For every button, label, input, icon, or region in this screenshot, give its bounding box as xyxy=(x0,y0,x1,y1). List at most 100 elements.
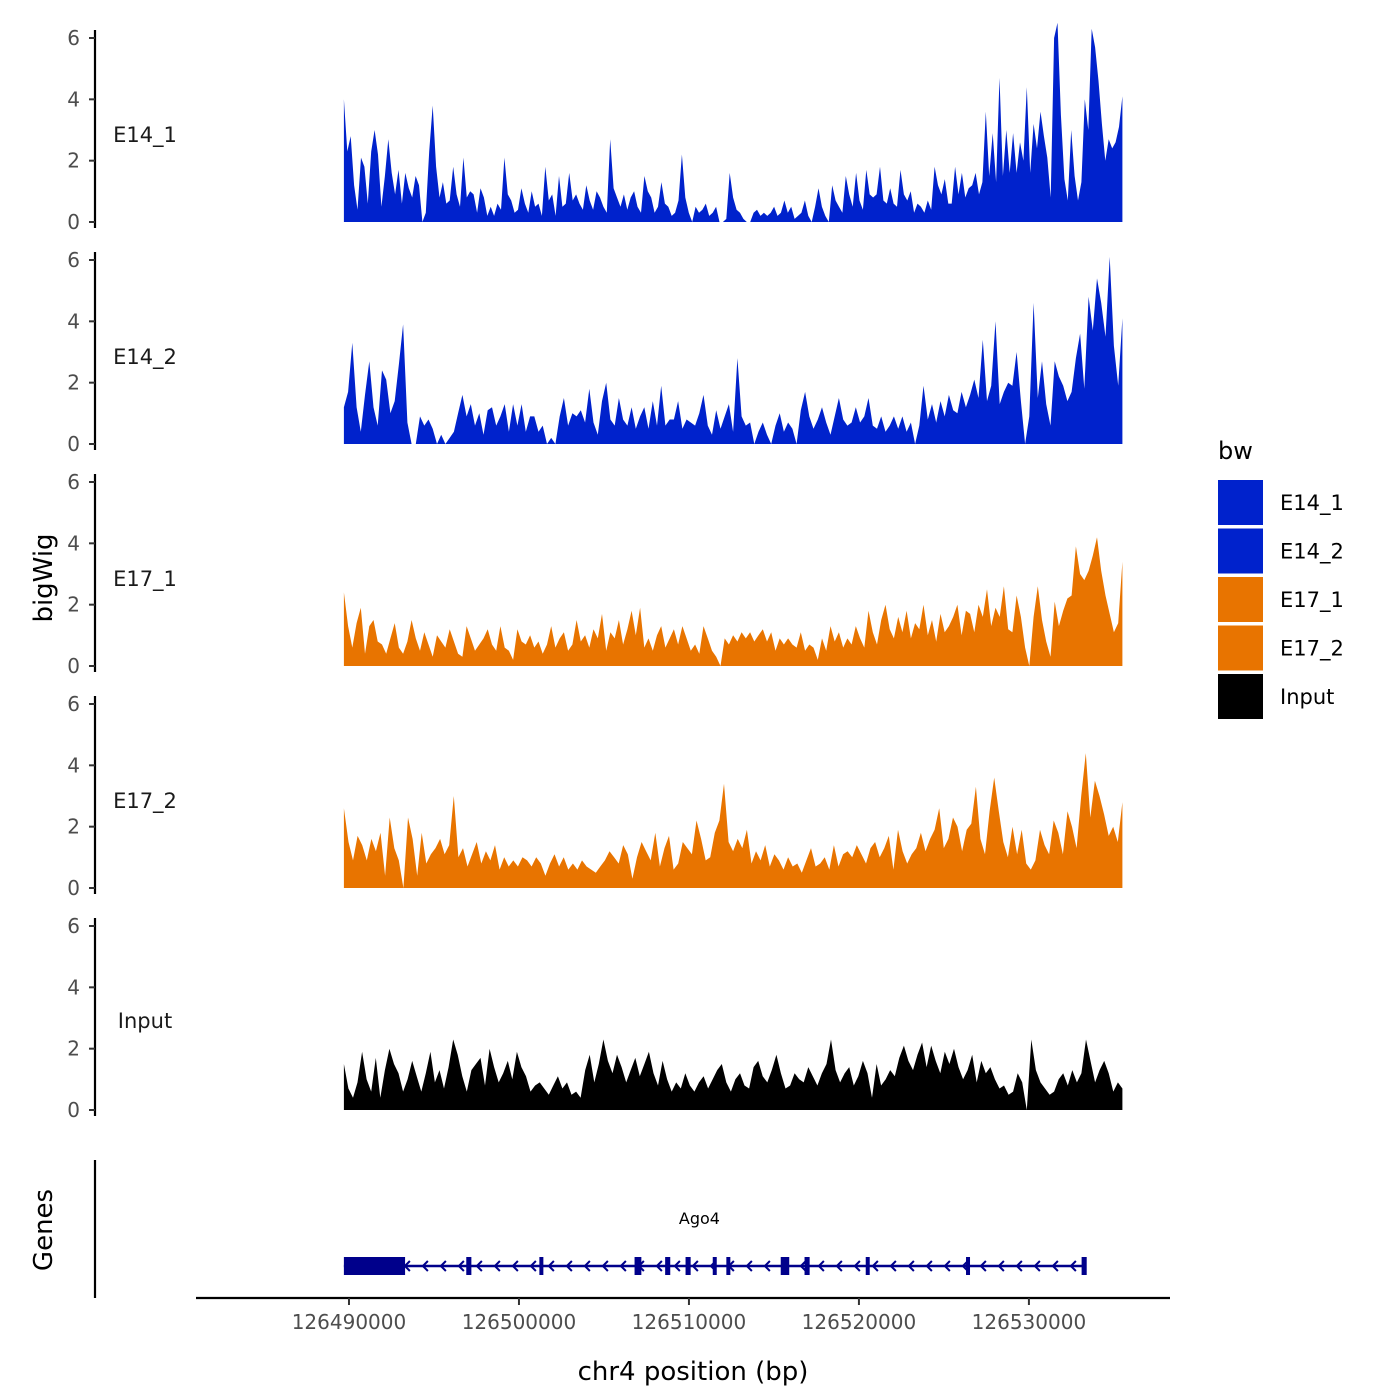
y-tick-label: 2 xyxy=(67,371,80,395)
x-tick-label: 126510000 xyxy=(632,1310,747,1334)
strand-arrow xyxy=(547,1260,555,1272)
y-tick-label: 2 xyxy=(67,593,80,617)
gene-exon xyxy=(343,1257,406,1275)
y-tick-label: 6 xyxy=(67,26,80,50)
strand-arrow xyxy=(925,1260,933,1272)
y-axis-title: bigWig xyxy=(29,533,59,622)
strand-arrow xyxy=(817,1260,825,1272)
strand-arrow xyxy=(943,1260,951,1272)
strand-arrow xyxy=(493,1260,501,1272)
x-tick-label: 126500000 xyxy=(462,1310,577,1334)
strand-arrow xyxy=(1033,1260,1041,1272)
y-tick-label: 0 xyxy=(67,876,80,900)
strand-arrow xyxy=(511,1260,519,1272)
y-tick-label: 6 xyxy=(67,692,80,716)
legend-swatch-E14_1 xyxy=(1218,480,1263,525)
y-tick-label: 6 xyxy=(67,248,80,272)
gene-exon xyxy=(685,1257,691,1275)
strand-arrow xyxy=(691,1260,699,1272)
legend-label-E17_1: E17_1 xyxy=(1280,588,1344,613)
y-tick-label: 2 xyxy=(67,815,80,839)
strand-arrow xyxy=(421,1260,429,1272)
strand-arrow xyxy=(673,1260,681,1272)
strand-arrow xyxy=(583,1260,591,1272)
y-tick-label: 4 xyxy=(67,753,80,777)
strand-arrow xyxy=(871,1260,879,1272)
gene-exon xyxy=(726,1257,731,1275)
legend-swatch-Input xyxy=(1218,674,1263,719)
legend-label-E17_2: E17_2 xyxy=(1280,637,1344,662)
x-axis: 126490000 126500000 126510000 126520000 1265… xyxy=(196,1296,1170,1334)
gene-track: Ago4 xyxy=(93,1160,1087,1298)
y-tick-label: 4 xyxy=(67,87,80,111)
strand-arrow xyxy=(1069,1260,1077,1272)
gene-exon xyxy=(780,1257,790,1275)
strand-arrow xyxy=(889,1260,897,1272)
track-label-E14_1: E14_1 xyxy=(113,123,177,148)
strand-arrow xyxy=(619,1260,627,1272)
strand-arrow xyxy=(853,1260,861,1272)
strand-arrow xyxy=(745,1260,753,1272)
strand-arrow xyxy=(565,1260,573,1272)
y-tick-label: 4 xyxy=(67,531,80,555)
y-tick-label: 6 xyxy=(67,470,80,494)
strand-arrow xyxy=(457,1260,465,1272)
strand-arrow xyxy=(475,1260,483,1272)
y-tick-label: 0 xyxy=(67,432,80,456)
legend-swatch-E17_2 xyxy=(1218,625,1263,671)
coverage-area-E14_1 xyxy=(343,22,1123,223)
track-label-E17_1: E17_1 xyxy=(113,567,177,592)
strand-arrow xyxy=(835,1260,843,1272)
x-tick-label: 126520000 xyxy=(802,1310,917,1334)
legend-swatch-E14_2 xyxy=(1218,528,1263,574)
strand-arrow xyxy=(1015,1260,1023,1272)
y-tick-label: 0 xyxy=(67,1098,80,1122)
strand-arrow xyxy=(655,1260,663,1272)
strand-arrow xyxy=(439,1260,447,1272)
strand-arrow xyxy=(979,1260,987,1272)
y-tick-label: 6 xyxy=(67,914,80,938)
y-tick-label: 4 xyxy=(67,975,80,999)
x-tick-label: 126490000 xyxy=(292,1310,407,1334)
x-tick-label: 126530000 xyxy=(972,1310,1087,1334)
strand-arrow xyxy=(529,1260,537,1272)
gene-exon xyxy=(634,1257,642,1275)
strand-arrow xyxy=(601,1260,609,1272)
strand-arrow xyxy=(907,1260,915,1272)
gene-exon xyxy=(865,1257,870,1275)
y-tick-label: 2 xyxy=(67,1037,80,1061)
y-tick-label: 4 xyxy=(67,309,80,333)
track-label-E14_2: E14_2 xyxy=(113,345,177,370)
gene-exon xyxy=(966,1257,971,1275)
gene-exon xyxy=(804,1257,810,1275)
legend-swatch-E17_1 xyxy=(1218,577,1263,622)
x-axis-title: chr4 position (bp) xyxy=(578,1357,809,1387)
y-tick-label: 0 xyxy=(67,210,80,234)
bigwig-tracks: 0 2 4 6 E14_1 0 2 4 6 E14_2 0 2 4 6 E17_1 0 2 4 6 E17_2 0 2 4 6… xyxy=(67,22,1123,1122)
strand-arrow xyxy=(997,1260,1005,1272)
legend: bw E14_1 E14_2 E17_1 E17_2 Input xyxy=(1218,437,1344,719)
strand-arrow xyxy=(763,1260,771,1272)
gene-exon xyxy=(1081,1257,1087,1275)
coverage-area-Input xyxy=(343,1039,1123,1110)
gene-exon xyxy=(712,1257,717,1275)
legend-title: bw xyxy=(1218,437,1253,465)
y-tick-label: 0 xyxy=(67,654,80,678)
track-label-E17_2: E17_2 xyxy=(113,789,177,814)
gene-exon xyxy=(466,1257,472,1275)
coverage-area-E17_2 xyxy=(343,753,1123,888)
strand-arrow xyxy=(799,1260,807,1272)
track-label-Input: Input xyxy=(118,1009,172,1033)
legend-label-Input: Input xyxy=(1280,685,1334,709)
legend-label-E14_1: E14_1 xyxy=(1280,491,1344,516)
y-tick-label: 2 xyxy=(67,149,80,173)
strand-arrow xyxy=(1051,1260,1059,1272)
genes-axis-title: Genes xyxy=(29,1189,59,1271)
legend-label-E14_2: E14_2 xyxy=(1280,540,1344,565)
gene-name-label: Ago4 xyxy=(679,1209,720,1228)
gene-exon xyxy=(665,1257,671,1275)
coverage-area-E17_1 xyxy=(343,537,1123,666)
coverage-area-E14_2 xyxy=(343,256,1123,444)
gene-exon xyxy=(539,1257,544,1275)
